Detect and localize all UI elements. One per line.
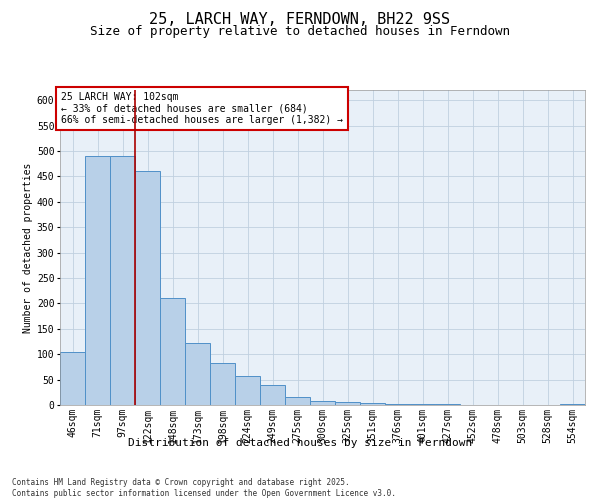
Bar xyxy=(160,298,185,405)
Bar xyxy=(385,404,410,405)
Bar xyxy=(60,352,85,405)
Bar xyxy=(285,398,310,405)
Text: 25 LARCH WAY: 102sqm
← 33% of detached houses are smaller (684)
66% of semi-deta: 25 LARCH WAY: 102sqm ← 33% of detached h… xyxy=(61,92,343,125)
Bar xyxy=(235,376,260,405)
Bar xyxy=(435,404,460,405)
Bar xyxy=(185,343,210,405)
Bar xyxy=(360,404,385,405)
Bar xyxy=(560,404,585,405)
Bar xyxy=(210,363,235,405)
Bar xyxy=(410,404,435,405)
Bar xyxy=(135,172,160,405)
Y-axis label: Number of detached properties: Number of detached properties xyxy=(23,162,32,332)
Bar xyxy=(85,156,110,405)
Text: 25, LARCH WAY, FERNDOWN, BH22 9SS: 25, LARCH WAY, FERNDOWN, BH22 9SS xyxy=(149,12,451,28)
Bar xyxy=(310,401,335,405)
Bar xyxy=(335,402,360,405)
Bar xyxy=(260,384,285,405)
Text: Contains HM Land Registry data © Crown copyright and database right 2025.
Contai: Contains HM Land Registry data © Crown c… xyxy=(12,478,396,498)
Text: Distribution of detached houses by size in Ferndown: Distribution of detached houses by size … xyxy=(128,438,472,448)
Bar xyxy=(110,156,135,405)
Text: Size of property relative to detached houses in Ferndown: Size of property relative to detached ho… xyxy=(90,25,510,38)
